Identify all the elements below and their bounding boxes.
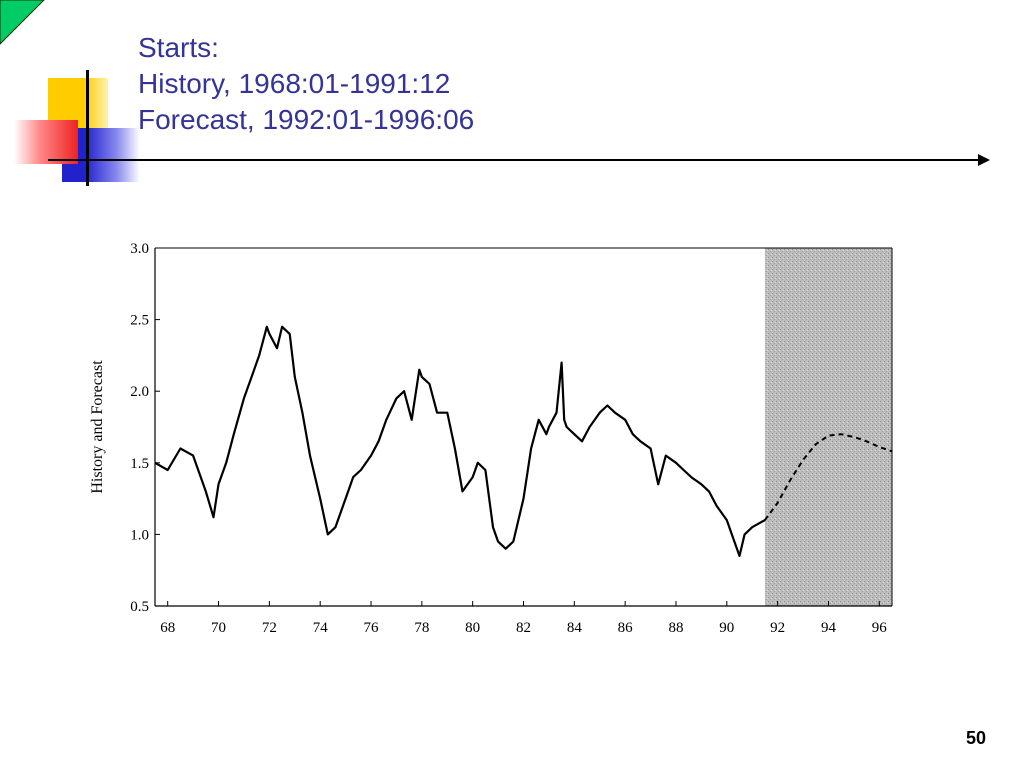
y-tick-label: 3.0 (130, 241, 149, 257)
title-line-1: Starts: (138, 32, 219, 63)
x-tick-label: 76 (364, 620, 380, 636)
x-tick-label: 90 (719, 620, 734, 636)
title-line-2: History, 1968:01-1991:12 (138, 68, 451, 99)
vertical-rule (86, 70, 89, 186)
forecast-shaded-region (764, 248, 892, 606)
forecast-series-line (764, 433, 893, 521)
red-square-decoration (14, 120, 78, 164)
x-tick-label: 96 (872, 620, 888, 636)
history-series-line (154, 325, 766, 557)
y-tick-label: 1.0 (130, 527, 149, 543)
y-axis-label: History and Forecast (89, 360, 106, 494)
x-tick-label: 78 (414, 620, 429, 636)
page-number: 50 (965, 728, 986, 748)
horizontal-rule (48, 159, 982, 161)
x-tick-label: 80 (465, 620, 480, 636)
x-tick-label: 84 (567, 620, 583, 636)
x-tick-label: 86 (618, 620, 634, 636)
chart-container: 0.5 1.0 1.5 2.0 2.5 3.0 68 70 72 74 76 78 80 82 84 86 88… (80, 225, 920, 650)
x-tick-label: 88 (668, 620, 683, 636)
slide-title: Starts: History, 1968:01-1991:12 Forecas… (138, 30, 474, 138)
line-chart: 0.5 1.0 1.5 2.0 2.5 3.0 68 70 72 74 76 78 80 82 84 86 88… (89, 241, 893, 636)
x-tick-label: 74 (313, 620, 329, 636)
x-tick-label: 92 (770, 620, 785, 636)
x-tick-label: 72 (262, 620, 277, 636)
y-tick-label: 2.5 (130, 313, 149, 329)
y-tick-label: 1.5 (130, 456, 149, 472)
x-tick-label: 82 (516, 620, 531, 636)
corner-triangle-icon (0, 0, 45, 45)
title-line-3: Forecast, 1992:01-1996:06 (138, 104, 475, 135)
arrow-head-icon (978, 154, 990, 166)
x-tick-label: 94 (821, 620, 837, 636)
y-tick-label: 2.0 (130, 384, 149, 400)
y-tick-label: 0.5 (130, 599, 149, 615)
x-tick-label: 68 (160, 620, 175, 636)
x-tick-label: 70 (211, 620, 226, 636)
